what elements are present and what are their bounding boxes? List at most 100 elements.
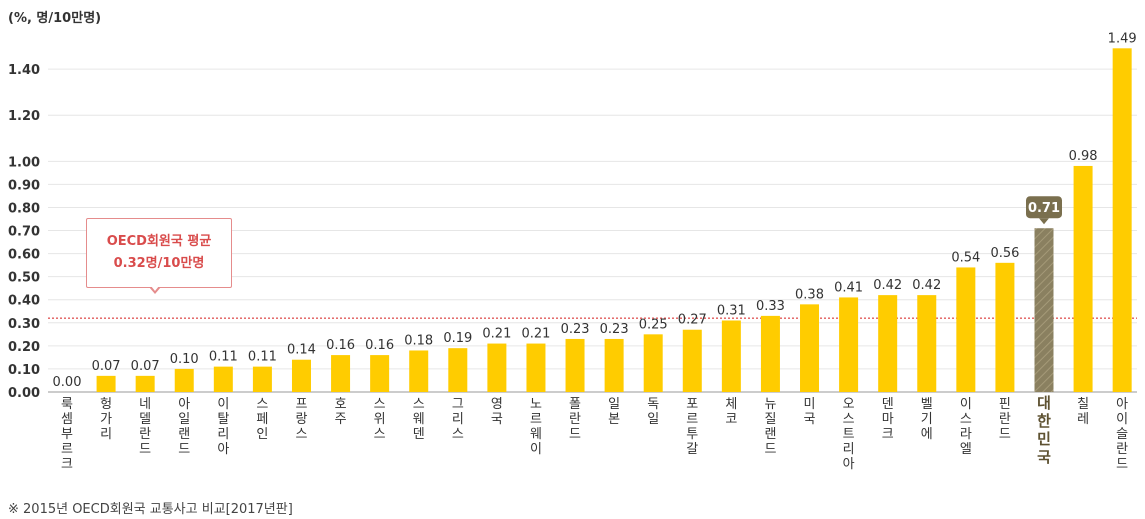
value-label: 0.11 [209, 350, 238, 365]
bar-15 [604, 338, 624, 392]
y-tick-label: 0.40 [8, 294, 40, 309]
bar-16 [643, 334, 663, 392]
callout-line-2: 0.32명/10만명 [113, 256, 205, 271]
value-label: 0.27 [678, 313, 707, 328]
y-axis-ticks: 0.00 0.10 0.20 0.30 0.40 0.50 0.60 0.70 0.80 0.90… [8, 63, 40, 401]
value-label: 0.16 [365, 338, 394, 353]
bar-13 [526, 343, 546, 392]
bar-7 [291, 359, 311, 392]
value-label: 0.23 [561, 322, 590, 337]
value-label: 0.18 [404, 333, 433, 348]
bar-9 [370, 355, 390, 392]
bar-4 [174, 368, 194, 392]
bar-5 [213, 366, 233, 392]
y-tick-label: 0.00 [8, 386, 40, 401]
bar-8 [331, 355, 351, 392]
bar-14 [565, 338, 585, 392]
value-label: 0.16 [326, 338, 355, 353]
bar-24 [956, 267, 976, 392]
value-label: 0.11 [248, 350, 277, 365]
y-tick-label: 0.60 [8, 248, 40, 263]
badge-box [1026, 196, 1062, 219]
bar-28 [1112, 48, 1132, 392]
unit-label: (%, 명/10만명) [8, 11, 102, 26]
bar-20 [800, 304, 820, 392]
callout-pointer-inner [151, 286, 159, 291]
bar-19 [760, 315, 780, 392]
bar-11 [448, 348, 468, 392]
bar-chart: 0.00 0.10 0.20 0.30 0.40 0.50 0.60 0.70 0.80 0.90… [8, 31, 1137, 472]
badge-pointer [1039, 218, 1049, 225]
y-tick-label: 0.50 [8, 271, 40, 286]
y-tick-label: 1.20 [8, 109, 40, 124]
bar-26 [1034, 228, 1054, 392]
value-label: 0.31 [717, 303, 746, 318]
bar-2 [96, 375, 116, 392]
y-tick-label: 0.30 [8, 317, 40, 332]
value-label: 0.14 [287, 343, 316, 358]
value-label: 0.42 [873, 278, 902, 293]
oecd-average-callout: OECD회원국 평균 0.32명/10만명 [86, 218, 232, 288]
bar-18 [721, 320, 741, 392]
bar-27 [1073, 165, 1093, 392]
y-tick-label: 0.80 [8, 201, 40, 216]
value-label: 0.07 [92, 359, 121, 374]
value-label: 0.19 [443, 331, 472, 346]
value-label: 0.07 [131, 359, 160, 374]
y-tick-label: 0.70 [8, 225, 40, 240]
y-tick-label: 0.90 [8, 178, 40, 193]
value-label: 0.41 [834, 280, 863, 295]
bar-22 [878, 295, 898, 392]
value-label: 0.21 [482, 327, 511, 342]
y-tick-label: 1.40 [8, 63, 40, 78]
value-labels: 0.00 0.07 0.07 0.10 0.11 0.11 0.14 0.16 0.16 0.18… [53, 31, 1137, 390]
value-label: 0.38 [795, 287, 824, 302]
highlight-value-badge: 0.71 [1026, 196, 1062, 225]
bar-17 [682, 329, 702, 392]
value-label: 0.23 [600, 322, 629, 337]
value-label: 0.71 [1028, 201, 1060, 216]
value-label: 0.54 [951, 250, 980, 265]
bar-10 [409, 350, 429, 392]
bar-12 [487, 343, 507, 392]
value-label: 0.42 [912, 278, 941, 293]
footnote: ※ 2015년 OECD회원국 교통사고 비교[2017년판] [8, 502, 293, 517]
bar-25 [995, 262, 1015, 392]
y-tick-label: 0.10 [8, 363, 40, 378]
value-label: 0.98 [1069, 149, 1098, 164]
y-tick-label: 1.00 [8, 155, 40, 170]
value-label: 0.21 [521, 327, 550, 342]
bar-23 [917, 295, 937, 392]
value-label: 0.00 [53, 375, 82, 390]
callout-line-1: OECD회원국 평균 [106, 234, 212, 249]
value-label: 0.33 [756, 299, 785, 314]
bar-3 [135, 375, 155, 392]
y-tick-label: 0.20 [8, 340, 40, 355]
bars [96, 48, 1132, 392]
